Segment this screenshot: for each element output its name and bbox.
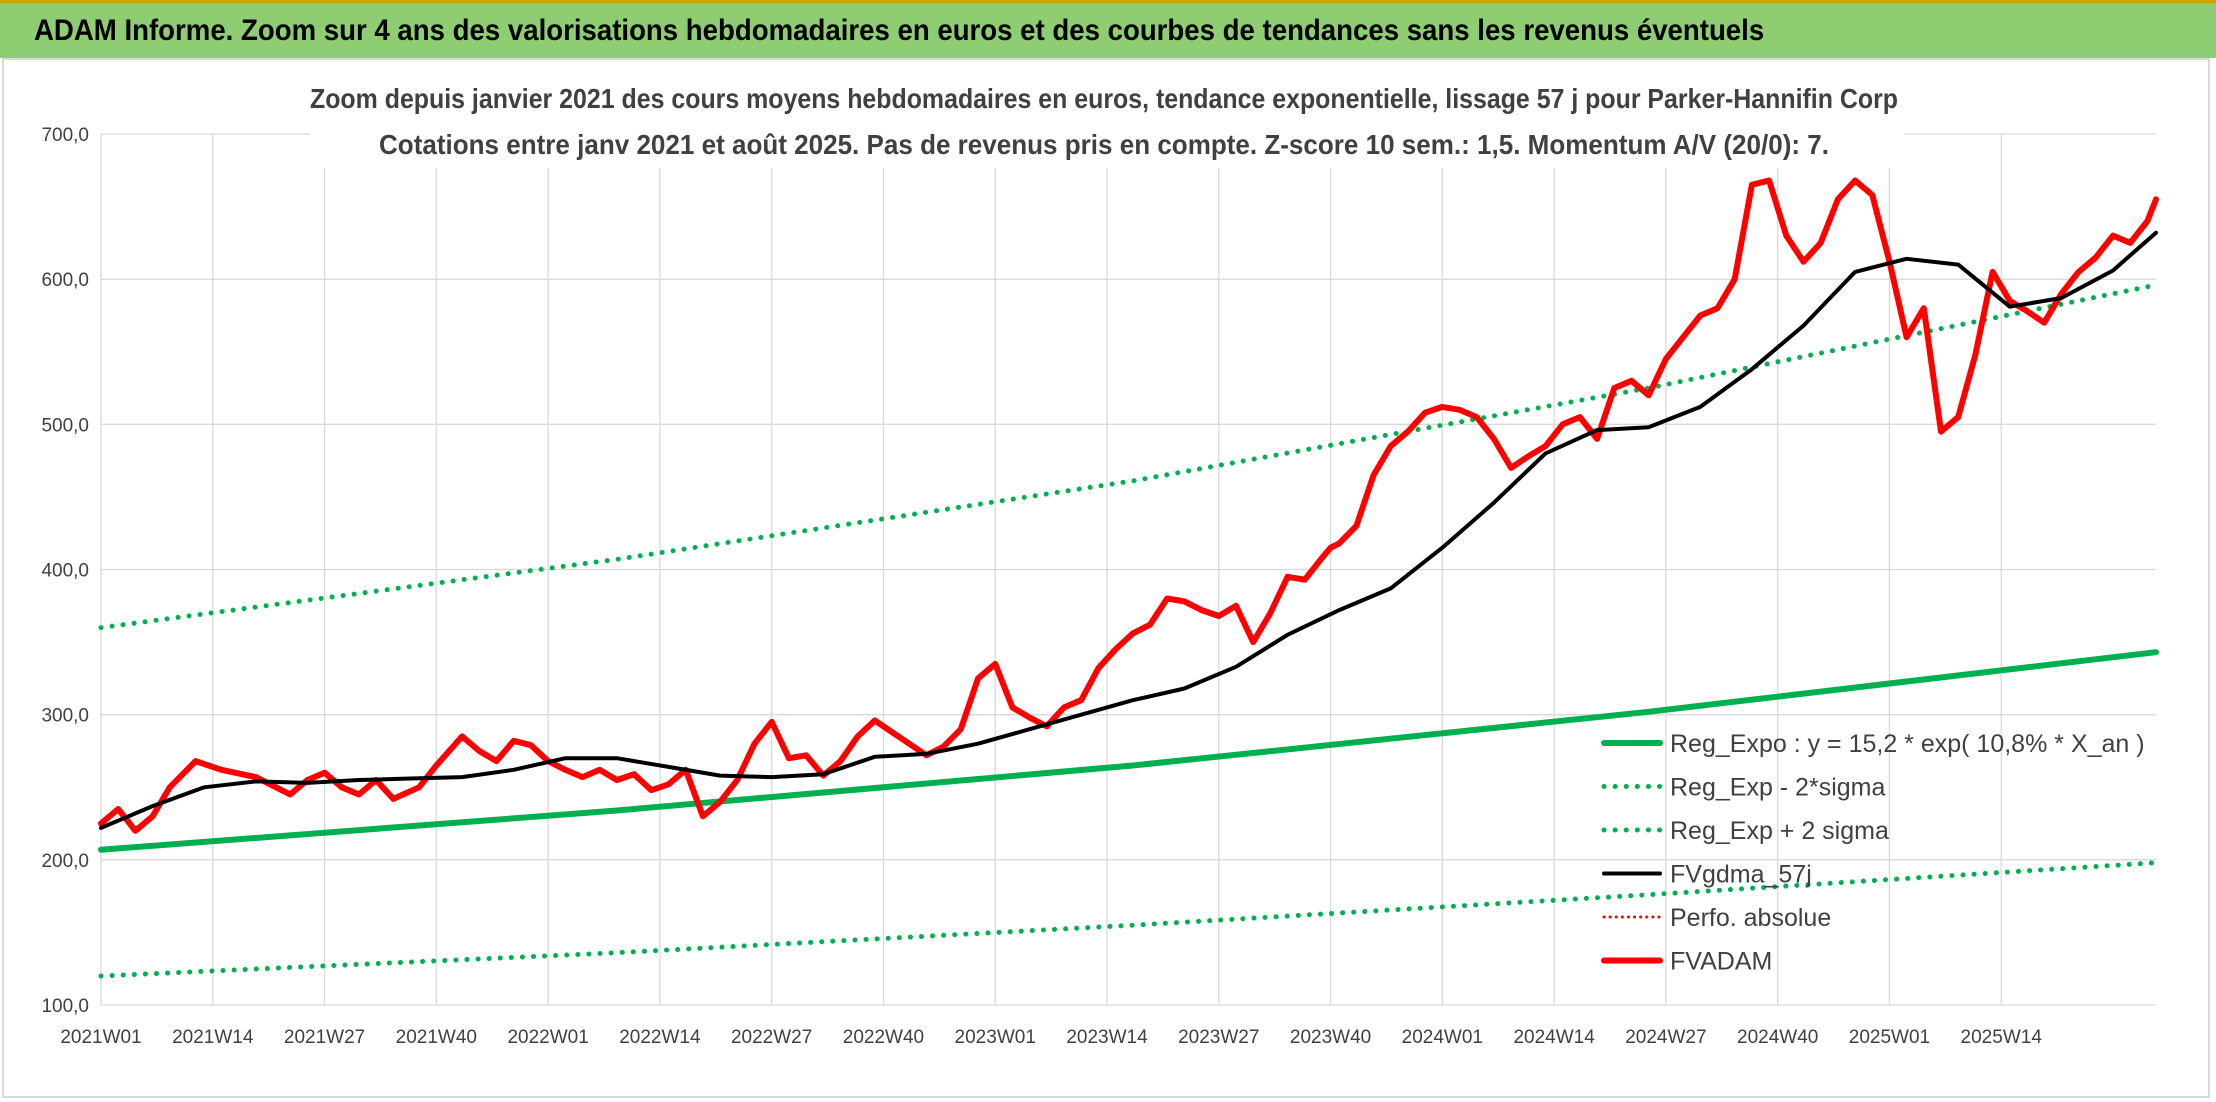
banner: ADAM Informe. Zoom sur 4 ans des valoris… — [0, 0, 2216, 58]
legend-label-reg_plus: Reg_Exp + 2 sigma — [1670, 817, 1889, 845]
x-tick-label: 2024W01 — [1402, 1027, 1483, 1048]
legend-label-reg_expo: Reg_Expo : y = 15,2 * exp( 10,8% * X_an … — [1670, 730, 2145, 758]
grid — [100, 133, 2156, 1006]
legend-label-reg_minus: Reg_Exp - 2*sigma — [1670, 774, 1885, 802]
x-tick-label: 2023W27 — [1178, 1027, 1259, 1048]
chart-title: Zoom depuis janvier 2021 des cours moyen… — [310, 83, 1898, 114]
series-line-reg_minus — [98, 860, 2159, 979]
series-line-fvadam — [98, 177, 2159, 834]
legend: Reg_Expo : y = 15,2 * exp( 10,8% * X_an … — [1601, 730, 2145, 976]
legend-label-fvgdma: FVgdma_57j — [1670, 861, 1812, 889]
x-tick-label: 2021W27 — [284, 1027, 365, 1048]
chart-frame: 100,0 200,0 300,0 400,0 500,0 600,0 700,0 2021… — [2, 58, 2210, 1098]
series-line-reg_expo — [98, 649, 2159, 853]
x-tick-label: 2021W40 — [396, 1027, 477, 1048]
series-line-fvgdma — [99, 230, 2158, 830]
x-tick-label: 2022W01 — [507, 1027, 588, 1048]
x-tick-label: 2024W40 — [1737, 1027, 1818, 1048]
x-tick-label: 2024W14 — [1513, 1027, 1595, 1048]
legend-label-fvadam: FVADAM — [1670, 948, 1772, 976]
x-tick-label: 2025W14 — [1961, 1027, 2043, 1048]
y-tick-label: 400,0 — [41, 561, 89, 582]
x-tick-label: 2021W01 — [60, 1027, 141, 1048]
series — [98, 177, 2159, 979]
x-tick-label: 2023W01 — [955, 1027, 1036, 1048]
legend-label-perfo: Perfo. absolue — [1670, 904, 1831, 932]
title-background — [310, 64, 1904, 168]
x-tick-label: 2025W01 — [1849, 1027, 1930, 1048]
x-tick-label: 2023W40 — [1290, 1027, 1371, 1048]
x-tick-label: 2023W14 — [1066, 1027, 1148, 1048]
banner-title: ADAM Informe. Zoom sur 4 ans des valoris… — [34, 13, 1765, 47]
x-tick-label: 2022W14 — [619, 1027, 701, 1048]
y-tick-label: 100,0 — [41, 996, 89, 1017]
x-tick-label: 2022W40 — [843, 1027, 924, 1048]
x-tick-label: 2024W27 — [1625, 1027, 1706, 1048]
y-tick-label: 500,0 — [41, 415, 89, 436]
series-line-reg_plus — [98, 282, 2159, 631]
y-tick-label: 300,0 — [41, 706, 89, 727]
chart-subtitle: Cotations entre janv 2021 et août 2025. … — [379, 129, 1829, 160]
chart: 100,0 200,0 300,0 400,0 500,0 600,0 700,0 2021… — [41, 64, 2159, 1048]
y-tick-label: 200,0 — [41, 851, 89, 872]
y-tick-label: 600,0 — [41, 270, 89, 291]
x-tick-label: 2022W27 — [731, 1027, 812, 1048]
y-axis-ticks: 100,0 200,0 300,0 400,0 500,0 600,0 700,0 — [41, 125, 89, 1017]
y-tick-label: 700,0 — [41, 125, 89, 146]
x-tick-label: 2021W14 — [172, 1027, 254, 1048]
x-axis-ticks: 2021W01 2021W14 2021W27 2021W40 2022W01 2022W… — [60, 1027, 2042, 1048]
